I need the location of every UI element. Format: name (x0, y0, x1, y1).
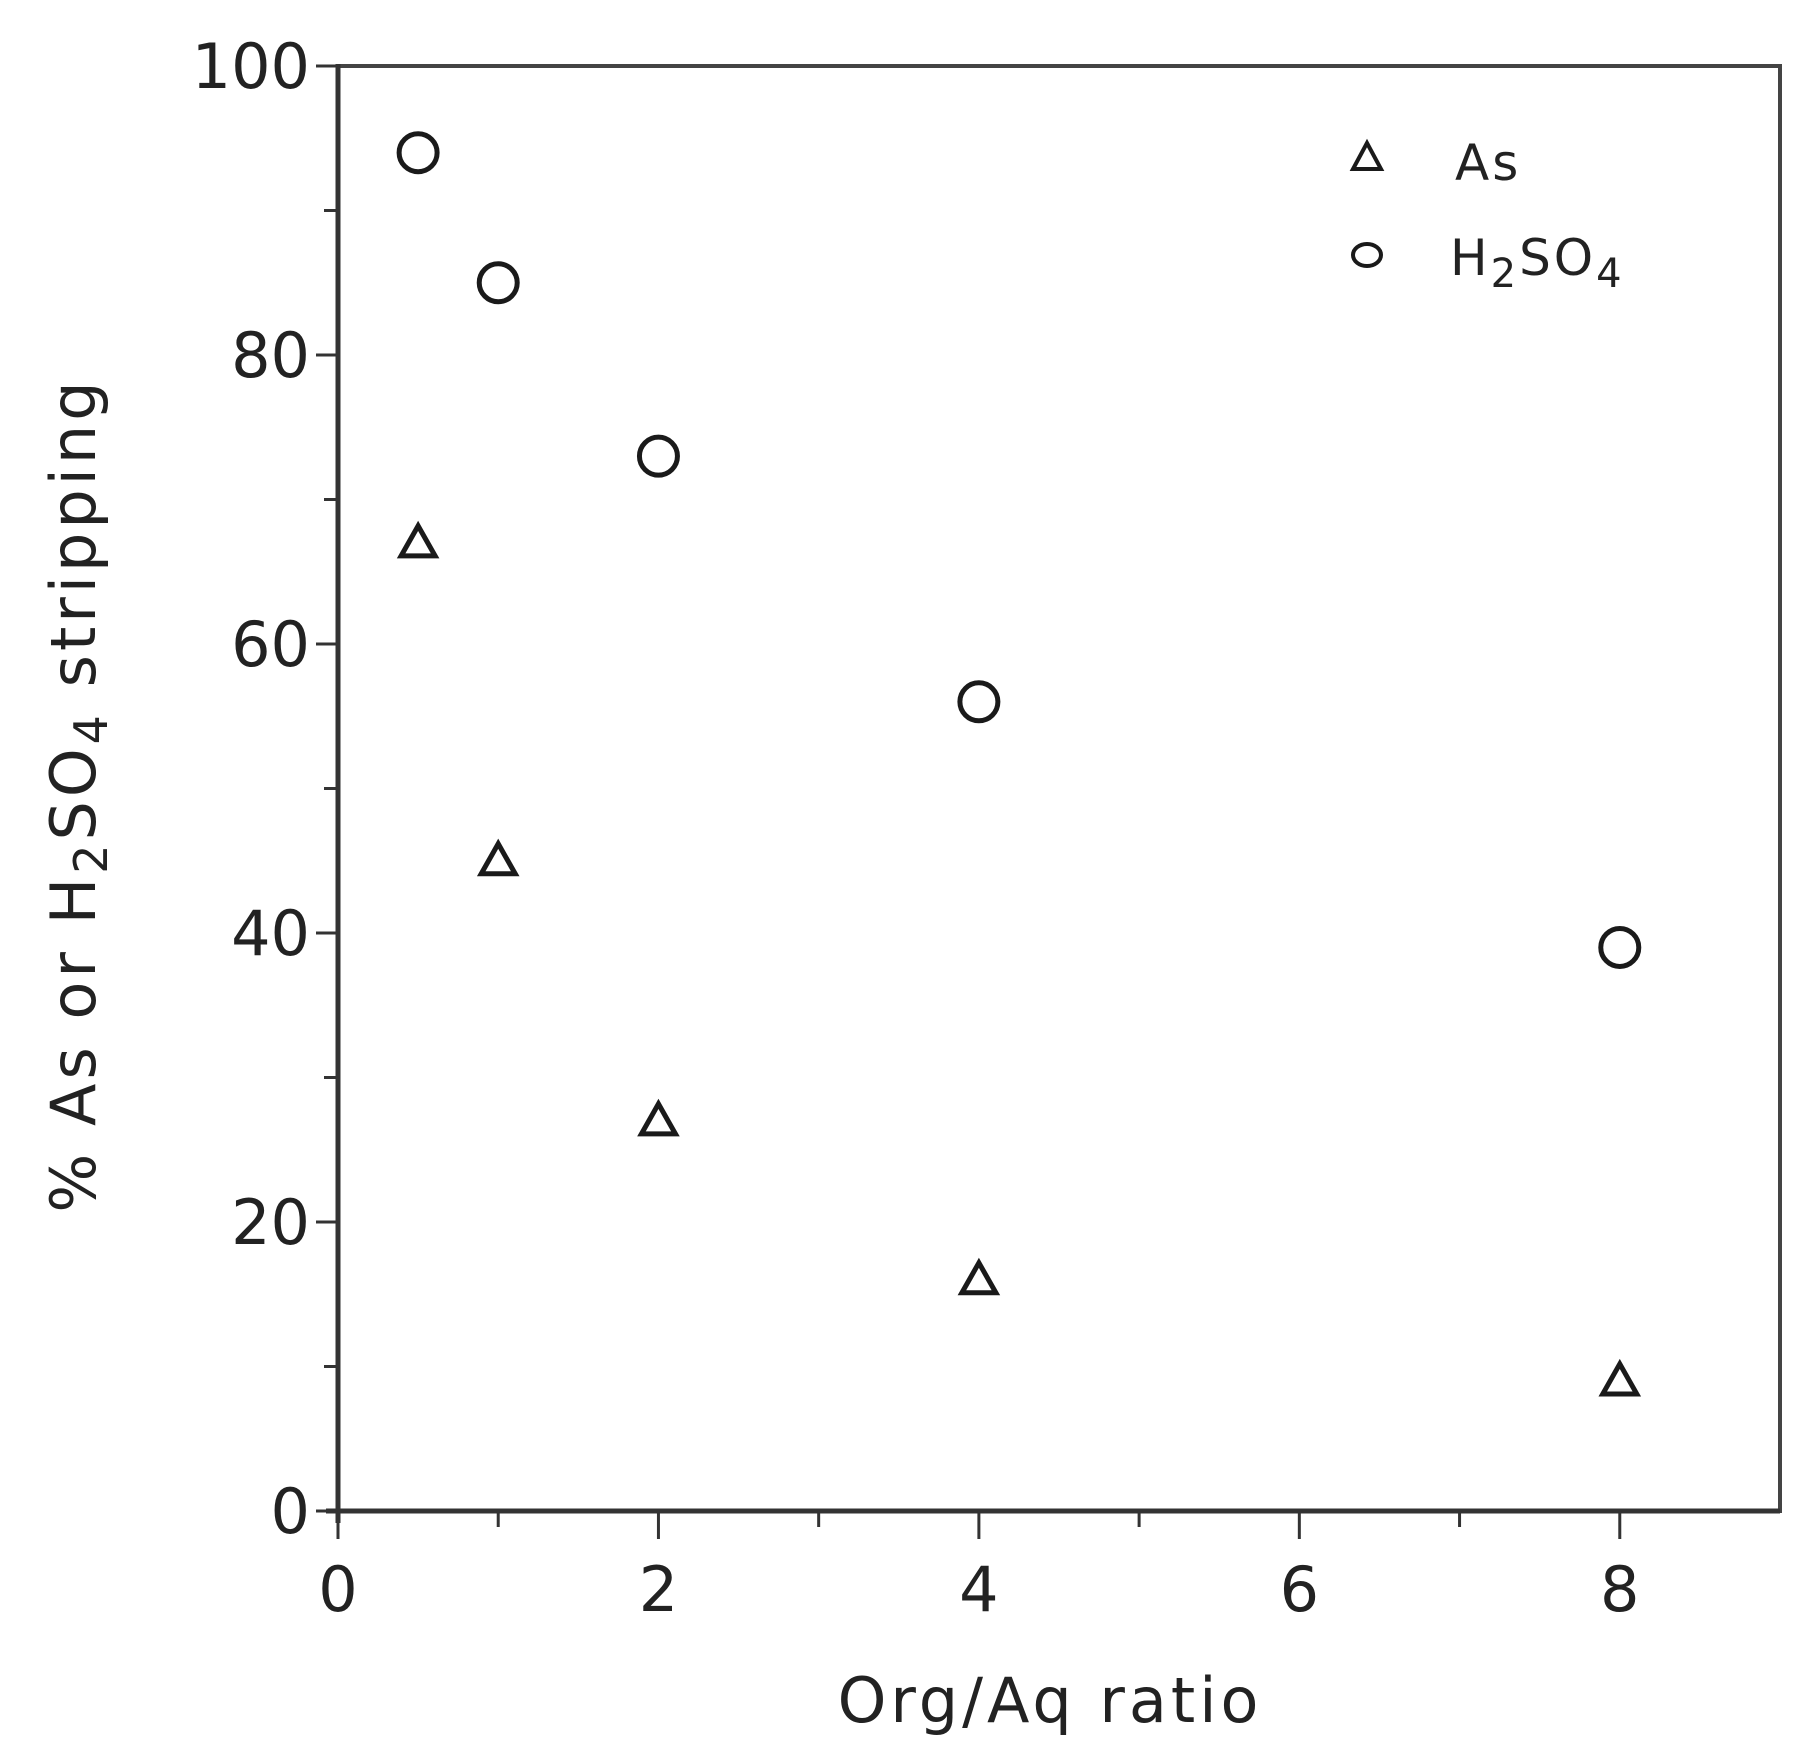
triangle-point-as (476, 838, 520, 877)
circle-point-h2so4 (396, 131, 440, 175)
circle-marker-icon (1351, 242, 1383, 268)
x-axis-title: Org/Aq ratio (838, 1664, 1263, 1737)
triangle-point-as (1598, 1358, 1642, 1397)
y-axis-ticks: 0 20 40 60 80 100 (192, 30, 338, 1548)
circle-point-h2so4 (1598, 925, 1642, 969)
y-tick-label: 0 (271, 1475, 310, 1548)
y-tick-label: 100 (192, 30, 310, 103)
y-tick-label: 20 (231, 1186, 310, 1259)
triangle-point-as (637, 1098, 680, 1137)
legend: As H2SO4 (1349, 134, 1625, 297)
y-axis-title: % As or H2SO4 stripping (37, 377, 118, 1212)
x-tick-label: 8 (1600, 1553, 1639, 1626)
x-tick-label: 2 (639, 1553, 678, 1626)
triangle-marker-icon (1349, 138, 1385, 171)
circle-point-h2so4 (476, 261, 520, 305)
triangle-point-as (957, 1257, 1001, 1296)
legend-label-h2so4: H2SO4 (1450, 229, 1625, 297)
y-tick-label: 80 (231, 319, 310, 392)
x-tick-label: 4 (959, 1553, 998, 1626)
legend-item-h2so4: H2SO4 (1351, 229, 1625, 297)
x-axis-ticks: 0 2 4 6 8 (318, 1511, 1640, 1626)
y-tick-label: 40 (231, 897, 310, 970)
legend-label-as: As (1455, 134, 1521, 192)
data-points (396, 131, 1642, 1397)
circle-point-h2so4 (957, 680, 1001, 724)
y-tick-label: 60 (231, 608, 310, 681)
legend-item-as: As (1349, 134, 1521, 192)
x-tick-label: 6 (1280, 1553, 1319, 1626)
circle-point-h2so4 (636, 434, 680, 478)
triangle-point-as (396, 520, 440, 559)
x-tick-label: 0 (318, 1553, 357, 1626)
